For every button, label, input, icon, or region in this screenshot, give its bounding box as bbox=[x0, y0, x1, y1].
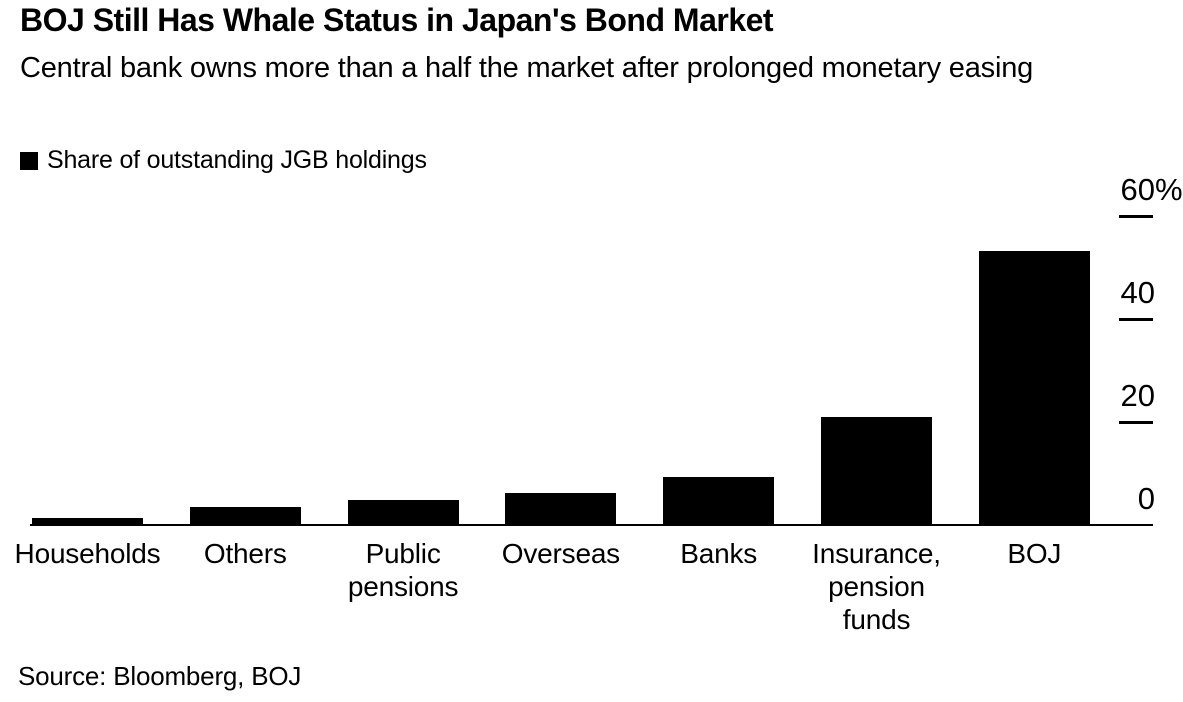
legend: Share of outstanding JGB holdings bbox=[20, 146, 427, 175]
x-axis-label-others: Others bbox=[203, 538, 287, 569]
y-axis-tick-label: 60% bbox=[1120, 172, 1183, 207]
bar-banks bbox=[663, 477, 775, 525]
bar-boj bbox=[978, 251, 1090, 525]
y-axis-tick bbox=[1119, 421, 1153, 424]
bar-households bbox=[32, 517, 143, 525]
x-axis-label-boj: BOJ bbox=[1007, 538, 1062, 569]
y-axis-tick bbox=[1119, 215, 1153, 218]
chart-title: BOJ Still Has Whale Status in Japan's Bo… bbox=[20, 2, 774, 38]
x-axis-label-insurance-pension-funds: Insurance, pension funds bbox=[812, 538, 941, 635]
bar-others bbox=[189, 506, 301, 525]
legend-swatch-icon bbox=[20, 151, 38, 170]
chart-subtitle: Central bank owns more than a half the m… bbox=[20, 52, 1034, 84]
bar-overseas bbox=[505, 493, 617, 525]
y-axis-unit-suffix: % bbox=[1155, 172, 1183, 207]
x-axis-label-overseas: Overseas bbox=[501, 538, 620, 569]
bar-insurance-pension-funds bbox=[821, 416, 932, 525]
x-axis-label-banks: Banks bbox=[680, 538, 758, 569]
y-axis-tick-label: 0 bbox=[1137, 481, 1155, 516]
x-axis-line bbox=[30, 524, 1153, 526]
y-axis-tick bbox=[1119, 318, 1153, 321]
y-axis-tick-label: 40 bbox=[1120, 275, 1155, 310]
source-note: Source: Bloomberg, BOJ bbox=[18, 661, 302, 691]
y-axis-tick-label: 20 bbox=[1120, 378, 1155, 413]
bar-public-pensions bbox=[347, 499, 459, 525]
x-axis-label-households: Households bbox=[14, 538, 161, 569]
x-axis-label-public-pensions: Public pensions bbox=[347, 538, 459, 602]
legend-label: Share of outstanding JGB holdings bbox=[47, 146, 427, 174]
